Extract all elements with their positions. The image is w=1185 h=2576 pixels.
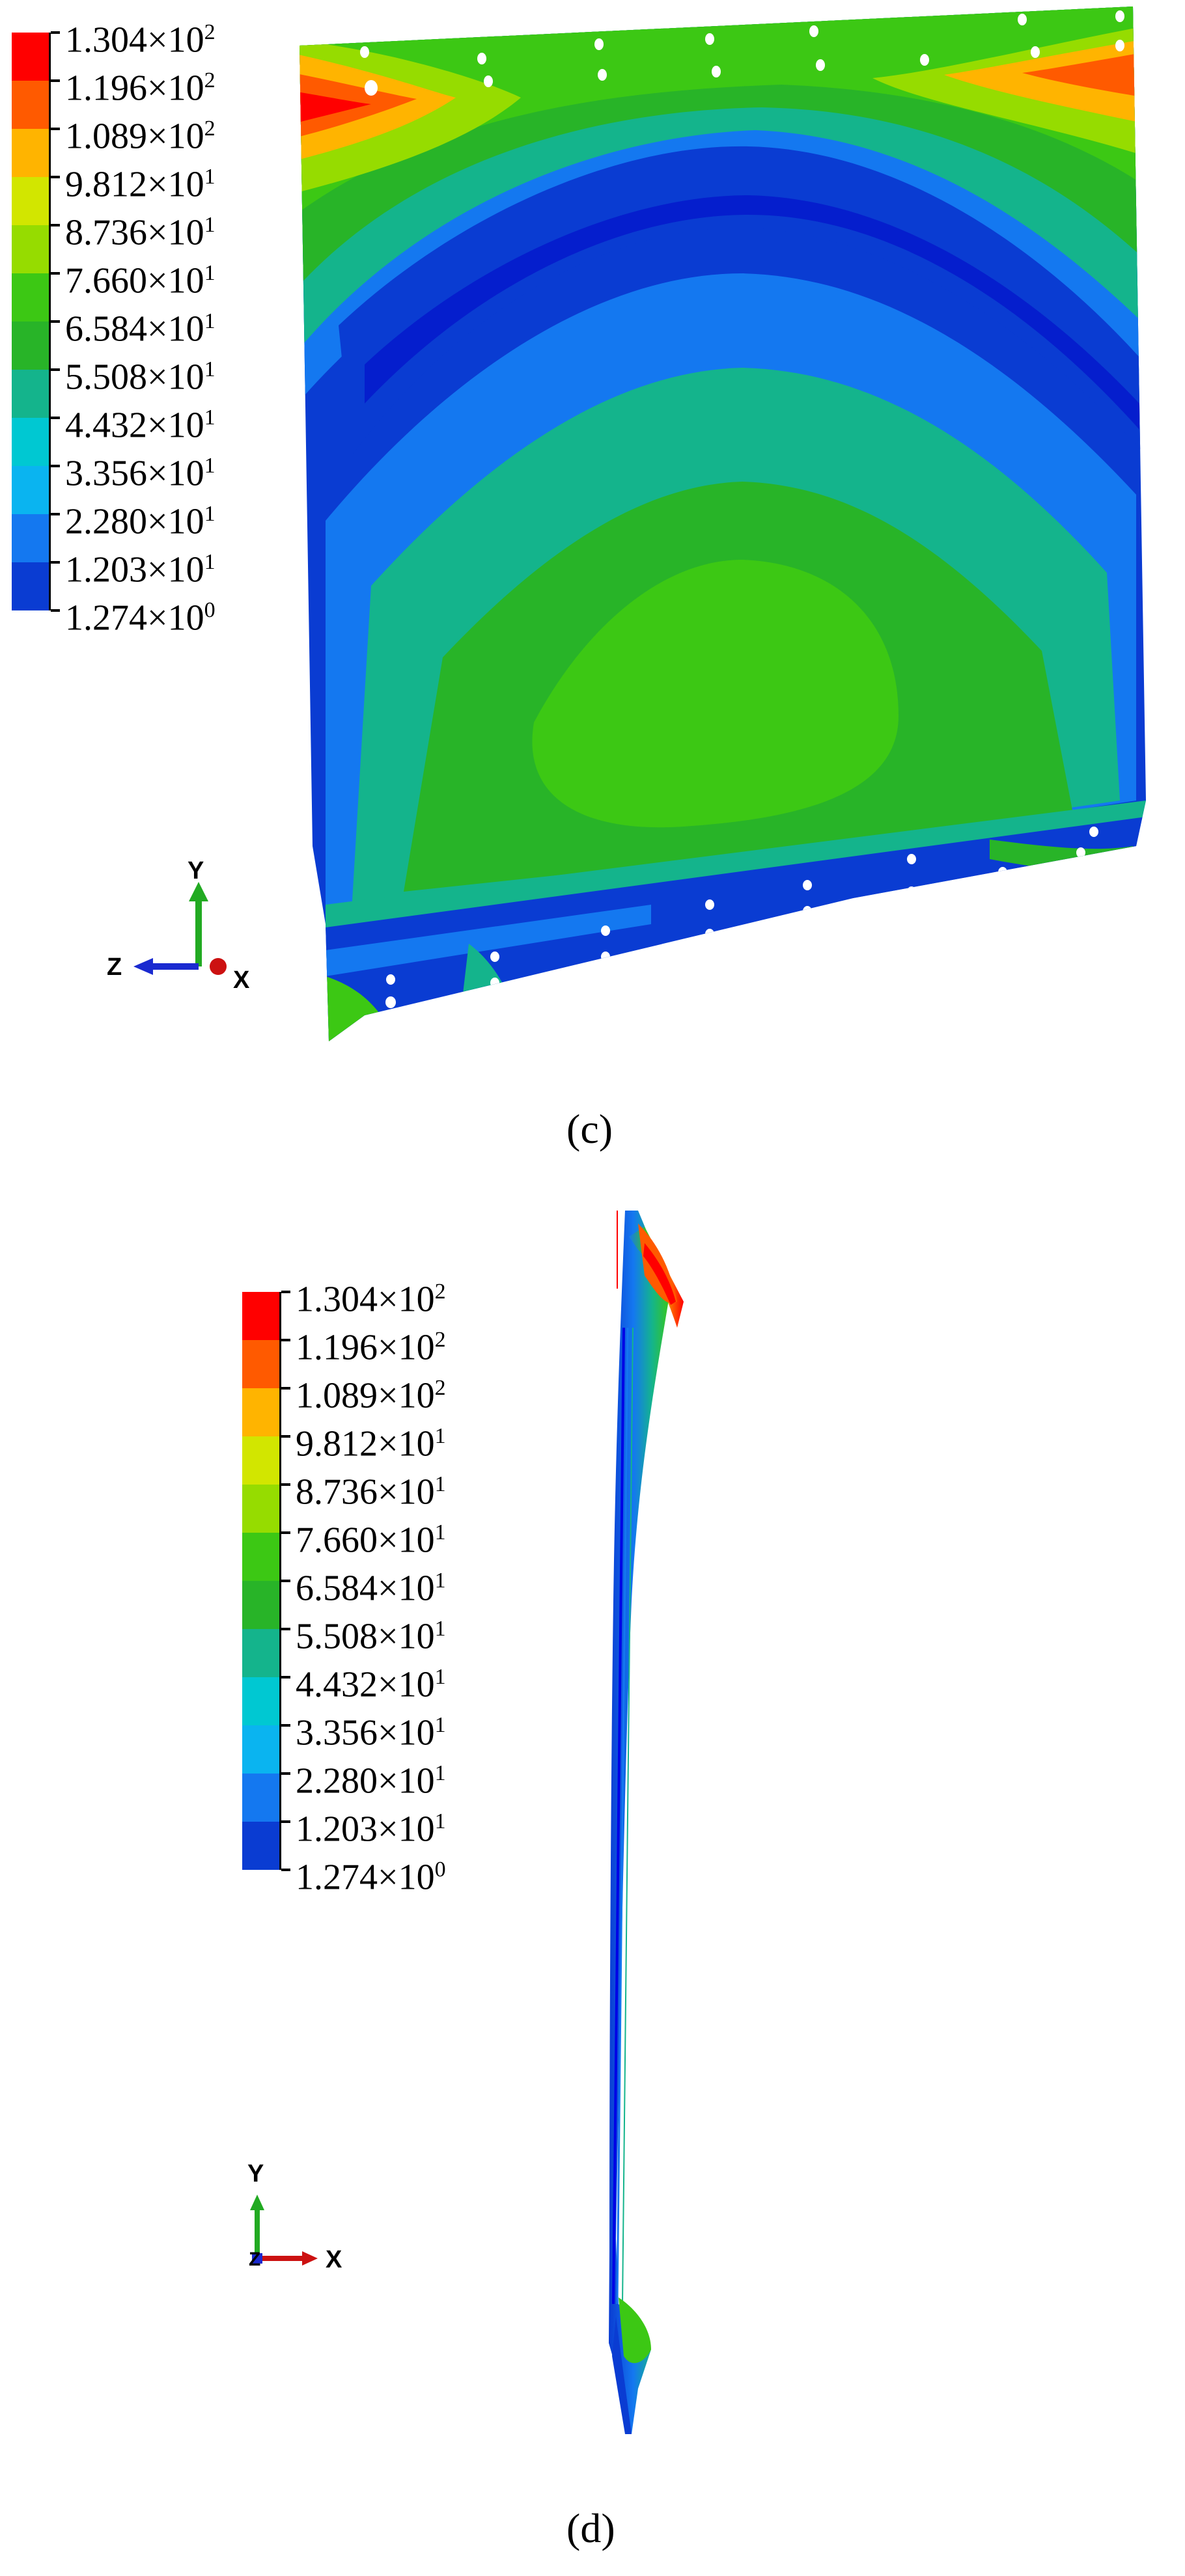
legend-swatch <box>242 1677 281 1725</box>
legend-tick <box>51 609 60 612</box>
legend-label: 1.089×102 <box>296 1375 446 1416</box>
legend-swatch <box>242 1629 281 1677</box>
legend-swatch <box>12 33 51 81</box>
axis-label-x-c: X <box>233 966 250 994</box>
legend-swatch <box>242 1822 281 1870</box>
legend-label: 6.584×101 <box>65 308 216 349</box>
legend-label: 2.280×101 <box>296 1761 446 1802</box>
legend-tick <box>281 1580 290 1582</box>
legend-label: 9.812×101 <box>65 164 216 205</box>
legend-label: 8.736×101 <box>296 1472 446 1513</box>
legend-label: 5.508×101 <box>296 1616 446 1657</box>
deformed-body <box>609 1211 671 2434</box>
legend-label: 8.736×101 <box>65 212 216 253</box>
caption-c: (c) <box>566 1106 613 1152</box>
axis-triad-d <box>250 2195 318 2266</box>
legend-tick <box>281 1531 290 1534</box>
legend-swatch <box>12 514 51 562</box>
legend-tick <box>51 128 60 130</box>
legend-swatch <box>12 370 51 418</box>
legend-swatch <box>242 1436 281 1485</box>
legend-label: 9.812×101 <box>296 1423 446 1464</box>
legend-swatch <box>12 418 51 466</box>
z-axis-marker <box>252 2253 262 2264</box>
legend-swatch <box>242 1725 281 1774</box>
legend-swatch <box>242 1388 281 1436</box>
legend-tick <box>281 1628 290 1630</box>
panel-d: 1.304×102 1.196×102 1.089×102 9.812×101 8.73… <box>0 1198 1185 2551</box>
legend-label: 1.304×102 <box>65 20 216 61</box>
legend-label: 1.196×102 <box>296 1327 446 1368</box>
legend-tick <box>51 176 60 178</box>
legend-swatch <box>242 1774 281 1822</box>
legend-swatch <box>242 1581 281 1629</box>
legend-tick <box>281 1435 290 1438</box>
legend-label: 2.280×101 <box>65 501 216 542</box>
legend-swatch <box>12 466 51 514</box>
legend-swatch <box>12 177 51 225</box>
legend-tick <box>51 561 60 564</box>
legend-tick <box>281 1291 290 1293</box>
legend-label: 4.432×101 <box>296 1664 446 1705</box>
legend-tick <box>51 79 60 82</box>
legend-tick <box>51 368 60 371</box>
color-legend-c: 1.304×102 1.196×102 1.089×102 9.812×101 8.73… <box>12 20 311 657</box>
legend-tick <box>51 320 60 323</box>
legend-tick <box>281 1483 290 1486</box>
color-legend-d: 1.304×102 1.196×102 1.089×102 9.812×101 8.73… <box>242 1280 542 1917</box>
legend-label: 3.356×101 <box>65 453 216 494</box>
legend-tick <box>281 1387 290 1390</box>
legend-label: 4.432×101 <box>65 405 216 446</box>
legend-swatch <box>12 225 51 273</box>
caption-d: (d) <box>566 2505 615 2551</box>
legend-label: 1.196×102 <box>65 68 216 109</box>
legend-label: 1.203×101 <box>65 549 216 590</box>
legend-tick <box>281 1820 290 1823</box>
legend-label: 7.660×101 <box>296 1520 446 1561</box>
legend-label: 6.584×101 <box>296 1568 446 1609</box>
legend-tick <box>51 513 60 515</box>
legend-label: 3.356×101 <box>296 1712 446 1753</box>
legend-label: 1.274×100 <box>296 1857 446 1898</box>
legend-swatch <box>242 1485 281 1533</box>
legend-tick <box>51 224 60 226</box>
legend-swatch <box>12 322 51 370</box>
legend-swatch <box>12 81 51 129</box>
legend-label: 1.304×102 <box>296 1279 446 1320</box>
legend-swatch <box>242 1533 281 1581</box>
axis-label-z-d: Z <box>249 2249 261 2270</box>
legend-tick <box>281 1339 290 1341</box>
axis-label-x-d: X <box>326 2246 342 2273</box>
legend-tick <box>281 1869 290 1871</box>
legend-swatch <box>12 273 51 322</box>
legend-swatch <box>12 562 51 610</box>
legend-label: 1.203×101 <box>296 1809 446 1850</box>
legend-swatch <box>242 1292 281 1340</box>
legend-tick <box>51 31 60 34</box>
x-axis-dot <box>210 958 227 975</box>
legend-label: 7.660×101 <box>65 260 216 301</box>
legend-bar-outline <box>242 1292 281 1870</box>
legend-swatch <box>242 1340 281 1388</box>
legend-tick <box>281 1676 290 1679</box>
legend-label: 5.508×101 <box>65 357 216 398</box>
contour-plot-c <box>300 7 1146 1041</box>
legend-tick <box>281 1724 290 1727</box>
legend-label: 1.089×102 <box>65 116 216 157</box>
legend-tick <box>281 1772 290 1775</box>
legend-tick <box>51 272 60 275</box>
legend-bar-outline <box>12 33 51 610</box>
legend-swatch <box>12 129 51 177</box>
panel-c: 1.304×102 1.196×102 1.089×102 9.812×101 8.73… <box>0 0 1185 1152</box>
axis-label-z-c: Z <box>107 953 122 981</box>
axis-label-y-c: Y <box>188 857 204 884</box>
side-view-plot-d <box>609 1211 684 2434</box>
axis-triad-c <box>133 882 227 975</box>
legend-tick <box>51 465 60 467</box>
legend-tick <box>51 417 60 419</box>
axis-label-y-d: Y <box>247 2160 264 2187</box>
legend-label: 1.274×100 <box>65 597 216 638</box>
